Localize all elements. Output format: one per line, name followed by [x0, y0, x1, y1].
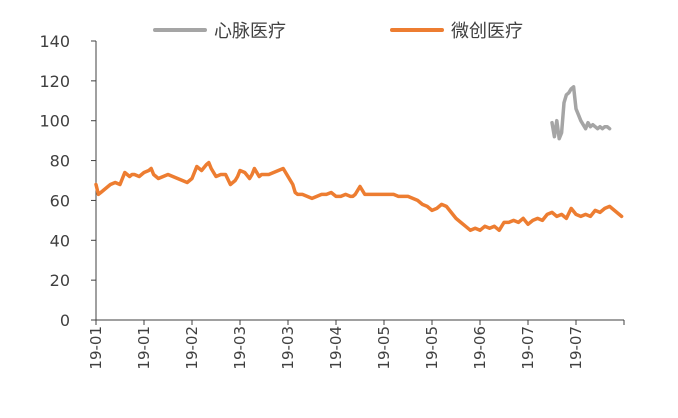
series-line-1: [94, 160, 624, 233]
x-tick-label: 19-03: [231, 326, 249, 370]
y-tick-label: 100: [39, 112, 70, 131]
y-tick-label: 60: [50, 191, 70, 210]
y-tick-label: 40: [50, 231, 70, 250]
series-lines: [94, 85, 624, 233]
x-tick-label: 19-04: [327, 326, 345, 370]
x-tick-label: 19-03: [279, 326, 297, 370]
y-axis-ticks: 0 20 40 60 80 100 120 140: [39, 32, 96, 330]
legend-label-xinmai: 心脉医疗: [214, 21, 286, 42]
series-line-0: [550, 85, 612, 141]
legend-label-weichuang: 微创医疗: [451, 21, 523, 42]
x-tick-label: 19-01: [135, 326, 153, 370]
legend: 心脉医疗 微创医疗: [153, 21, 523, 42]
y-tick-label: 80: [50, 152, 70, 171]
axes: [95, 41, 624, 321]
y-tick-label: 0: [60, 311, 70, 330]
x-tick-label: 19-07: [519, 326, 537, 370]
x-axis-ticks: 19-01 19-01 19-02 19-03 19-03 19-04 19-05 19-05…: [87, 320, 625, 370]
x-tick-label: 19-07: [567, 326, 585, 370]
x-tick-label: 19-06: [471, 326, 489, 370]
y-tick-label: 120: [39, 72, 70, 91]
y-tick-label: 20: [50, 271, 70, 290]
y-tick-label: 140: [39, 32, 70, 51]
x-tick-label: 19-02: [183, 326, 201, 370]
x-tick-label: 19-05: [375, 326, 393, 370]
x-tick-label: 19-01: [87, 326, 105, 370]
x-tick-label: 19-05: [423, 326, 441, 370]
